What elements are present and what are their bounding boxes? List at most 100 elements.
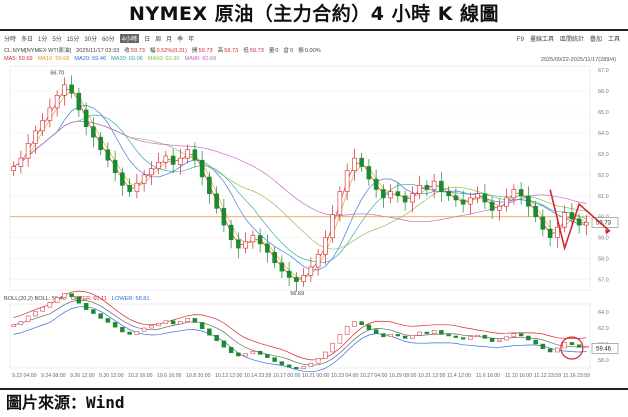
x-tick-label: 11.16 23:59 <box>563 373 590 379</box>
candle <box>18 150 24 174</box>
tool-button[interactable]: 畫線工具 <box>529 37 554 43</box>
x-tick-label: 9.26 12:00 <box>70 373 95 379</box>
candle-body <box>192 149 198 161</box>
period-tab[interactable]: 15分 <box>66 37 80 43</box>
x-tick-label: 10.31 12:00 <box>418 373 446 379</box>
ma-legend-item: MA20: 59.46 <box>74 56 107 62</box>
boll-candle <box>366 324 372 330</box>
candle-body <box>352 157 357 171</box>
candle <box>250 230 256 249</box>
x-tick-label: 10.13 12:00 <box>215 373 243 379</box>
boll-candle <box>460 337 466 340</box>
x-tick-label: 10.6 16:00 <box>157 373 182 379</box>
candle <box>489 196 495 220</box>
boll-lower-line <box>13 306 587 373</box>
candle-body <box>482 193 488 203</box>
period-tab[interactable]: 1分 <box>38 37 48 43</box>
boll-candle <box>569 342 575 346</box>
period-tab[interactable]: 日 <box>144 37 151 43</box>
candle <box>163 150 169 170</box>
candle-body <box>439 180 444 192</box>
price-tick-label: 59.0 <box>598 236 609 242</box>
candle <box>69 75 74 99</box>
period-tab[interactable]: 周 <box>155 37 162 43</box>
tool-button[interactable]: 疊加 <box>589 37 602 43</box>
candle-body <box>62 84 67 96</box>
candle-body <box>257 235 263 245</box>
boll-candle <box>330 342 335 353</box>
candle <box>576 213 582 234</box>
contract-label: CL.NYM[NYMEX WTI原油] <box>4 48 72 54</box>
period-tab[interactable]: 分時 <box>4 37 17 43</box>
period-tab[interactable]: 60分 <box>102 37 115 43</box>
candle <box>127 178 132 197</box>
tool-toolbar: F9 畫線工具 區間統計 疊加 工具 <box>511 34 620 43</box>
candle-body <box>170 155 176 165</box>
period-tab[interactable]: 4小時 <box>119 34 140 43</box>
candle-body <box>33 130 38 144</box>
price-tick-label: 63.0 <box>598 152 609 158</box>
candle <box>62 77 67 106</box>
candle <box>243 232 248 254</box>
boll-candle <box>69 293 74 298</box>
quote-field: 開59.73 <box>192 48 213 54</box>
period-tab[interactable]: 月 <box>166 37 173 43</box>
quote-field-label: 幅 <box>149 48 156 54</box>
price-tick-label: 66.0 <box>598 89 609 95</box>
period-tab[interactable]: 30分 <box>84 37 98 43</box>
period-tab[interactable]: 年 <box>188 37 195 43</box>
tool-button[interactable]: 區間統計 <box>559 37 584 43</box>
tool-button[interactable]: F9 <box>516 37 524 43</box>
candle-body <box>11 166 16 171</box>
ma-info-line: MA5: 59.69 MA10: 59.68 MA20: 59.46 MA30: 60… <box>4 56 221 62</box>
candle-body <box>47 107 53 121</box>
candle <box>468 192 473 215</box>
candle-body <box>569 212 575 220</box>
candle <box>91 117 96 148</box>
candle <box>359 152 364 172</box>
x-tick-label: 10.17 00:00 <box>273 373 301 379</box>
boll-legend-item: LOWER: 58.81 <box>111 296 150 302</box>
candle <box>149 161 154 186</box>
candle-body <box>149 168 154 176</box>
x-tick-label: 11.12 23:59 <box>534 373 561 379</box>
title-rule <box>0 29 628 31</box>
boll-candle <box>410 334 415 339</box>
quote-field: 高59.73 <box>218 48 239 54</box>
boll-candle <box>547 348 553 353</box>
boll-candle <box>417 331 422 336</box>
quote-field: 低59.73 <box>243 48 264 54</box>
period-toolbar: 分時 多日 1分 5分 15分 30分 60分 4小時日周月季年 <box>4 34 199 46</box>
candle <box>431 173 437 199</box>
candle-body <box>243 241 248 249</box>
candle <box>475 186 480 204</box>
ma-legend-item: MA5: 59.69 <box>4 56 33 62</box>
boll-tag: 59.46 <box>596 346 612 352</box>
candle-body <box>18 157 24 167</box>
period-tab[interactable]: 季 <box>177 37 184 43</box>
candle-body <box>395 191 401 197</box>
x-tick-label: 11.10 16:00 <box>505 373 532 379</box>
quote-field-label: 量 <box>268 48 275 54</box>
quote-field: 收59.73 <box>124 48 145 54</box>
candle-body <box>475 193 480 199</box>
candle-body <box>533 205 538 218</box>
boll-candle <box>431 330 437 334</box>
candle-body <box>207 176 212 195</box>
tool-button[interactable]: 工具 <box>607 37 620 43</box>
x-tick-label: 10.23 04:00 <box>331 373 359 379</box>
period-tab[interactable]: 5分 <box>52 37 62 43</box>
x-tick-label: 11.6 16:00 <box>476 373 500 379</box>
period-tab[interactable]: 多日 <box>21 37 34 43</box>
boll-candle <box>185 318 190 322</box>
quote-field-label: 高 <box>217 48 224 54</box>
boll-candle <box>294 366 299 370</box>
high-label: 66.70 <box>50 70 64 76</box>
boll-candle <box>257 350 263 355</box>
boll-candle <box>301 366 306 370</box>
boll-candle <box>526 335 531 341</box>
candle-body <box>417 185 422 195</box>
candle-body <box>540 216 546 230</box>
boll-candle <box>40 306 45 312</box>
